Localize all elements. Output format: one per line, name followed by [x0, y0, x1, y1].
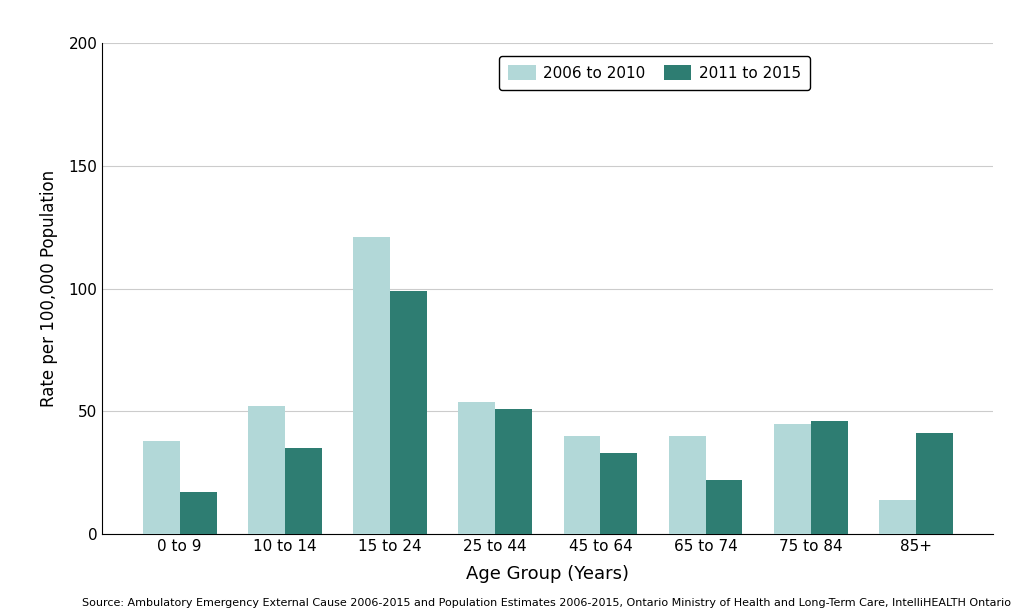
- Bar: [496, 409, 532, 534]
- Bar: [459, 402, 496, 534]
- Bar: [285, 448, 322, 534]
- Bar: [811, 421, 848, 534]
- Legend: 2006 to 2010, 2011 to 2015: 2006 to 2010, 2011 to 2015: [499, 55, 810, 90]
- Bar: [669, 436, 706, 534]
- Bar: [774, 424, 811, 534]
- Y-axis label: Rate per 100,000 Population: Rate per 100,000 Population: [40, 170, 57, 407]
- Bar: [916, 433, 952, 534]
- Bar: [880, 500, 916, 534]
- Bar: [179, 492, 216, 534]
- Bar: [390, 291, 427, 534]
- Text: Source: Ambulatory Emergency External Cause 2006-2015 and Population Estimates 2: Source: Ambulatory Emergency External Ca…: [82, 598, 1011, 608]
- Bar: [600, 453, 637, 534]
- Bar: [248, 406, 285, 534]
- Bar: [353, 237, 390, 534]
- Bar: [143, 441, 179, 534]
- Bar: [563, 436, 600, 534]
- X-axis label: Age Group (Years): Age Group (Years): [466, 565, 630, 583]
- Bar: [706, 480, 742, 534]
